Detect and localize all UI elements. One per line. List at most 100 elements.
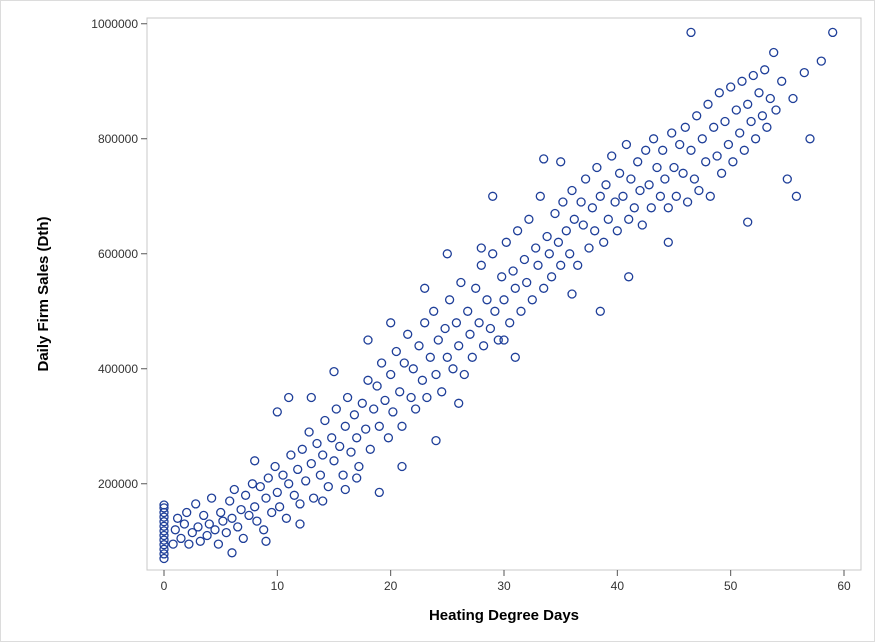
data-point [512,226,523,236]
data-point [828,27,838,38]
data-point [417,375,428,385]
data-point [182,507,192,518]
data-point [278,470,288,480]
data-point [544,249,554,259]
data-point [431,435,441,446]
data-point [476,243,486,253]
x-tick-label: 50 [724,579,738,593]
data-point [490,306,500,316]
data-point [340,421,350,431]
x-tick-label: 30 [497,579,511,593]
data-point [501,237,511,247]
data-point [346,447,356,457]
data-point [641,145,651,155]
data-point [191,499,201,509]
data-point [603,214,613,224]
data-point [648,134,659,144]
data-point [716,168,727,178]
data-point [701,157,711,167]
data-point [252,516,262,526]
data-point [624,214,634,224]
data-point [499,335,509,345]
data-point [587,203,598,213]
data-point [624,272,634,282]
data-point [399,358,409,368]
data-point [304,427,314,437]
data-point [397,461,407,472]
data-point [352,473,362,483]
x-tick-label: 60 [837,579,851,593]
data-point [663,237,673,247]
data-point [743,99,753,109]
data-point [327,433,337,443]
data-point [646,203,656,213]
data-point [660,174,670,184]
data-point [644,180,654,190]
data-point [720,116,730,127]
data-point [380,395,390,406]
data-point [680,122,690,132]
plot-area [146,17,862,571]
data-point [391,346,401,357]
data-point [524,214,534,224]
data-point [576,197,586,207]
data-point [682,197,693,207]
data-point [340,484,350,495]
data-point [488,249,498,259]
y-tick-label: 400000 [98,362,138,376]
data-point [731,105,741,115]
data-point [497,272,507,282]
data-point [433,335,443,345]
data-point [272,407,282,417]
data-point [465,329,475,339]
data-point [689,174,700,184]
data-point [709,122,719,132]
data-point [467,352,477,362]
data-point [293,464,303,475]
data-point [414,341,424,351]
data-point [777,76,787,86]
data-point [757,111,768,121]
data-point [374,421,384,431]
data-point [361,424,371,434]
data-point [420,318,430,328]
data-point [655,191,666,201]
data-point [760,65,770,75]
data-point [301,476,311,486]
data-point [323,481,333,492]
data-point [386,369,396,380]
y-axis-label: Daily Firm Sales (Dth) [35,216,52,371]
data-point [318,450,328,460]
data-point [561,226,571,236]
data-point [556,157,566,167]
data-point [244,510,254,521]
data-point [442,352,452,362]
data-point [692,111,702,121]
data-point [374,487,384,498]
data-point [255,481,265,492]
data-point [482,295,492,305]
data-point [488,191,498,201]
data-point [338,470,348,480]
data-point [159,526,169,536]
data-point [227,513,237,523]
data-point [267,507,277,518]
data-point [236,504,246,515]
data-point [550,208,560,219]
data-point [621,139,632,150]
data-point [476,260,486,270]
data-point [159,544,169,554]
data-point [671,191,681,201]
data-point [748,70,758,81]
data-point [179,519,190,529]
data-point [184,539,194,549]
data-point [782,174,792,184]
data-point [614,168,625,178]
x-tick-label: 0 [161,579,168,593]
data-point [663,203,673,213]
data-point [388,407,398,417]
data-point [599,237,609,247]
data-point [580,174,591,184]
data-point [539,154,549,164]
